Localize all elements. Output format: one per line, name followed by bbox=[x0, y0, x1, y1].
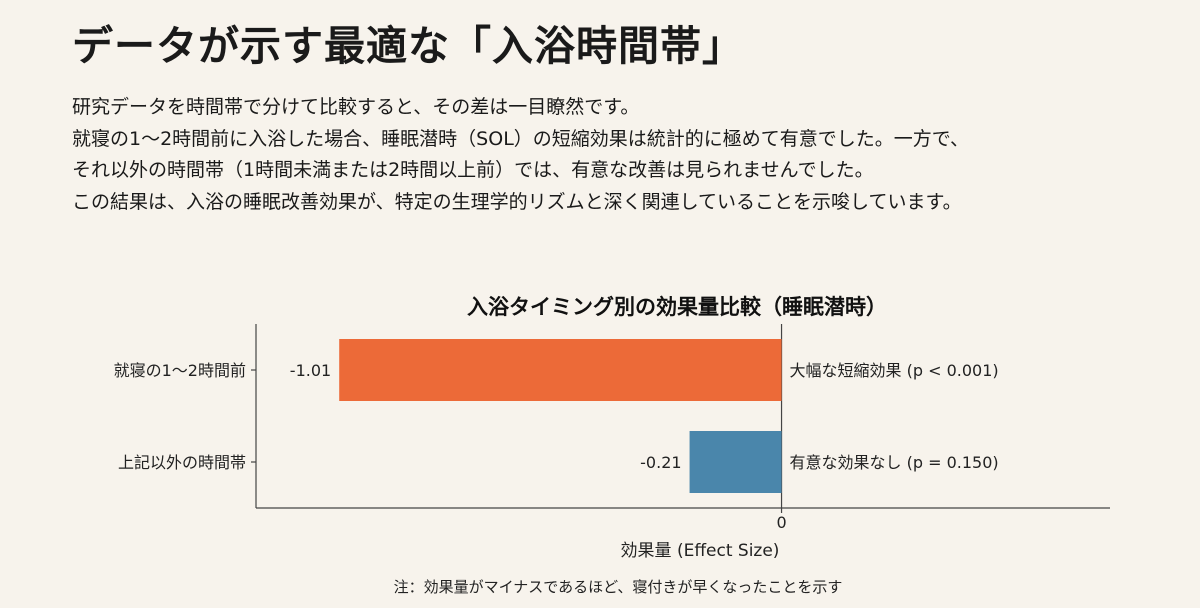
x-axis-label: 効果量 (Effect Size) bbox=[621, 541, 780, 561]
effect-size-chart: 入浴タイミング別の効果量比較（睡眠潜時） 0 就寝の1〜2時間前 -1.01 大幅な短… bbox=[114, 295, 1110, 596]
slide-title: データが示す最適な「入浴時間帯」 bbox=[72, 22, 744, 70]
body-paragraph: この結果は、入浴の睡眠改善効果が、特定の生理学的リズムと深く関連していることを示… bbox=[72, 190, 962, 213]
plot-area: 0 就寝の1〜2時間前 -1.01 大幅な短縮効果 (p < 0.001) 上記以外の時… bbox=[114, 324, 1110, 532]
body-paragraph: 就寝の1〜2時間前に入浴した場合、睡眠潜時（SOL）の短縮効果は統計的に極めて有… bbox=[72, 127, 970, 150]
category-label: 就寝の1〜2時間前 bbox=[114, 361, 246, 380]
value-label: -0.21 bbox=[640, 453, 681, 472]
bar bbox=[339, 339, 782, 401]
significance-annotation: 大幅な短縮効果 (p < 0.001) bbox=[790, 361, 999, 380]
body-paragraph: 研究データを時間帯で分けて比較すると、その差は一目瞭然です。 bbox=[72, 96, 640, 118]
chart-title: 入浴タイミング別の効果量比較（睡眠潜時） bbox=[467, 295, 887, 319]
value-label: -1.01 bbox=[290, 361, 331, 380]
bar-marks: 0 就寝の1〜2時間前 -1.01 大幅な短縮効果 (p < 0.001) 上記以外の時… bbox=[114, 339, 999, 532]
body-paragraph: それ以外の時間帯（1時間未満または2時間以上前）では、有意な改善は見られませんで… bbox=[72, 159, 874, 181]
chart-note: 注：効果量がマイナスであるほど、寝付きが早くなったことを示す bbox=[394, 578, 843, 596]
category-label: 上記以外の時間帯 bbox=[118, 453, 246, 472]
bar bbox=[689, 431, 782, 493]
x-tick-label: 0 bbox=[776, 513, 786, 532]
body-text: 研究データを時間帯で分けて比較すると、その差は一目瞭然です。 就寝の1〜2時間前… bbox=[72, 92, 1172, 218]
significance-annotation: 有意な効果なし (p = 0.150) bbox=[790, 453, 999, 472]
